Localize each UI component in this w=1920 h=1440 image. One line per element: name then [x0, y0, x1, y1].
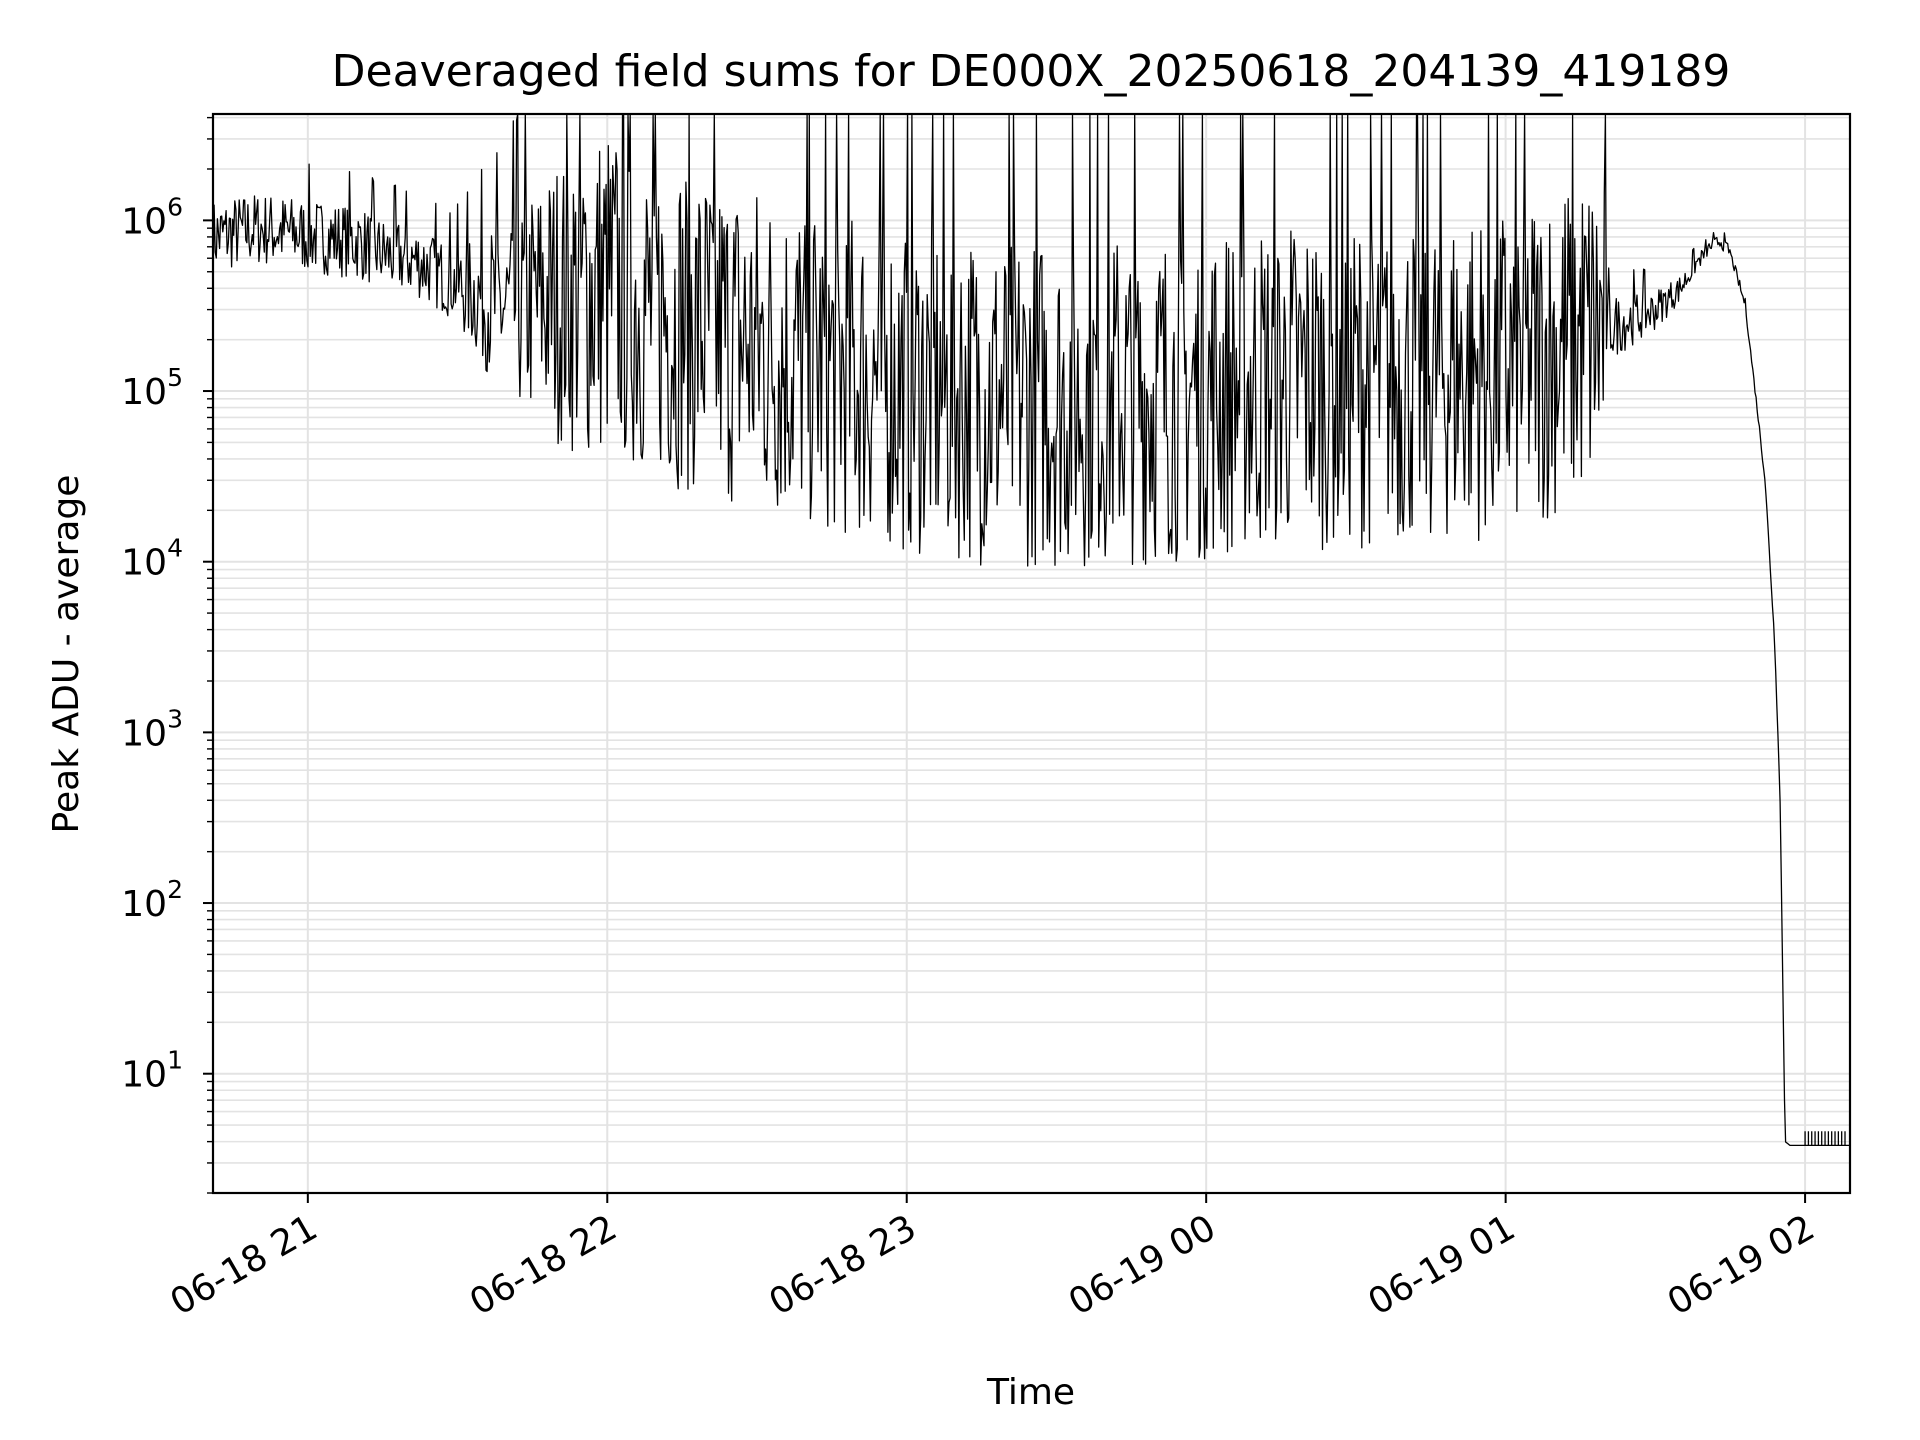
x-tick-label: 06-19 00: [1062, 1207, 1223, 1323]
chart-title: Deaveraged field sums for DE000X_2025061…: [332, 46, 1731, 97]
spike-overlay: [1804, 1131, 1846, 1146]
x-tick-label: 06-18 22: [463, 1207, 624, 1323]
y-tick-label: 106: [121, 192, 183, 242]
x-axis: 06-18 21 06-18 22 06-18 23 06-19 00 06-19 01…: [164, 1193, 1822, 1324]
x-tick-label: 06-19 02: [1661, 1207, 1822, 1323]
y-axis-label: Peak ADU - average: [46, 475, 87, 834]
x-tick-label: 06-18 21: [164, 1207, 325, 1323]
y-tick-label: 105: [121, 363, 183, 413]
x-axis-label: Time: [986, 1372, 1075, 1413]
y-axis: 101 102 103 104 105 106: [121, 116, 213, 1194]
y-tick-label: 101: [121, 1046, 183, 1096]
y-tick-label: 104: [121, 534, 183, 584]
x-tick-label: 06-18 23: [763, 1207, 924, 1323]
x-tick-label: 06-19 01: [1361, 1207, 1522, 1323]
y-tick-label: 103: [121, 704, 183, 754]
grid: [213, 114, 1850, 1194]
series-layer: [212, 113, 1850, 1147]
plot-area-frame: [211, 112, 1852, 1195]
series-line: [212, 113, 1850, 1147]
y-tick-label: 102: [121, 875, 183, 925]
